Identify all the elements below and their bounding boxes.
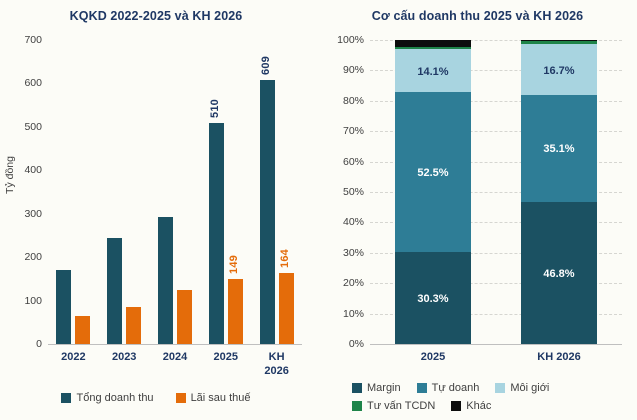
legend-label: Margin xyxy=(367,382,401,394)
stack-segment-margin xyxy=(521,201,597,344)
legend-label: Môi giới xyxy=(510,382,550,394)
segment-value-label: 14.1% xyxy=(417,65,449,78)
legend-swatch-tong-doanh-thu xyxy=(61,393,72,403)
segment-value-label: 30.3% xyxy=(417,292,449,305)
y-axis-tick-label: 0% xyxy=(348,338,364,350)
x-axis-tick-label: 2023 xyxy=(111,351,137,363)
revenue-structure-stacked-chart: Cơ cấu doanh thu 2025 và KH 2026 0% 10% 20… xyxy=(318,0,637,420)
stack-segment-tu-doanh xyxy=(395,92,471,252)
bar-lai-sau-thue xyxy=(126,306,142,344)
right-chart-plot-area: 0% 10% 20% 30% 40% 50% 60% 70% 80% 90% 100% 2025 30.… xyxy=(337,34,622,363)
x-axis-tick-label: 2022 xyxy=(61,351,86,363)
segment-value-label: 35.1% xyxy=(543,143,575,156)
legend-swatch-tu-van-tcdn xyxy=(352,401,362,411)
bar-tong-doanh-thu xyxy=(56,270,72,344)
y-axis-tick-label: 700 xyxy=(24,34,42,46)
y-axis-tick-label: 40% xyxy=(342,216,364,229)
kqkd-bar-chart: KQKD 2022-2025 và KH 2026 Tỷ đồng 0 100 20… xyxy=(0,0,312,420)
stack-segment-khac xyxy=(521,40,597,42)
y-axis-tick-label: 0 xyxy=(36,338,42,350)
segment-value-label: 52.5% xyxy=(417,167,449,180)
legend-item-tu-van-tcdn: Tư vấn TCDN xyxy=(352,400,435,412)
y-axis-tick-label: 500 xyxy=(24,120,42,133)
bar-value-label: 149 xyxy=(228,255,241,275)
x-axis-tick-label: 2025 xyxy=(213,351,239,363)
legend-label: Tổng doanh thu xyxy=(76,392,154,404)
gridline xyxy=(370,131,622,133)
legend-item-tu-doanh: Tự doanh xyxy=(416,382,480,394)
legend-item-moi-gioi: Môi giới xyxy=(495,382,549,394)
x-axis-tick-label: KH 2026 xyxy=(537,351,581,363)
bar-lai-sau-thue xyxy=(278,272,294,344)
gridline xyxy=(370,161,622,163)
y-axis-tick-label: 70% xyxy=(342,125,364,138)
x-axis-tick-label: KH 2026 xyxy=(264,351,289,377)
y-axis-tick-label: 80% xyxy=(342,94,364,107)
legend-item-tong-doanh-thu: Tổng doanh thu xyxy=(61,392,154,404)
stack-segment-moi-gioi xyxy=(521,44,597,96)
bar-lai-sau-thue xyxy=(227,279,243,344)
gridline xyxy=(370,222,622,224)
y-axis-tick-label: 90% xyxy=(342,64,364,77)
bar-value-label: 164 xyxy=(279,248,292,268)
y-axis-tick-label: 200 xyxy=(24,251,42,264)
stack-segment-tu-van-tcdn xyxy=(395,47,471,50)
y-axis-tick-label: 50% xyxy=(342,186,364,198)
x-axis-tick-label: 2025 xyxy=(420,351,446,363)
legend-swatch-khac xyxy=(451,401,462,411)
legend-swatch-lai-sau-thue xyxy=(175,393,186,403)
legend-swatch-moi-gioi xyxy=(495,383,506,393)
legend-label: Lãi sau thuế xyxy=(190,392,251,404)
bar-lai-sau-thue xyxy=(177,289,192,344)
legend-swatch-margin xyxy=(352,383,362,393)
bar-tong-doanh-thu xyxy=(107,238,123,344)
right-chart-title: Cơ cấu doanh thu 2025 và KH 2026 xyxy=(371,9,584,23)
stack-segment-moi-gioi xyxy=(395,49,471,93)
stack-segment-khac xyxy=(395,40,471,47)
y-axis-tick-label: 100% xyxy=(337,34,364,46)
left-chart-title: KQKD 2022-2025 và KH 2026 xyxy=(69,9,243,23)
y-axis-tick-label: 10% xyxy=(342,307,364,320)
y-axis-tick-label: 60% xyxy=(342,155,364,168)
gridline xyxy=(370,70,622,72)
legend-item-margin: Margin xyxy=(352,382,401,394)
bar-tong-doanh-thu xyxy=(259,79,275,344)
gridline xyxy=(370,283,622,285)
gridline xyxy=(370,100,622,102)
segment-value-label: 16.7% xyxy=(543,64,575,77)
gridline xyxy=(370,313,622,315)
x-axis-tick-label: 2024 xyxy=(162,351,188,363)
bar-lai-sau-thue xyxy=(75,315,91,344)
y-axis-tick-label: 300 xyxy=(24,207,42,220)
legend-item-lai-sau-thue: Lãi sau thuế xyxy=(175,392,251,404)
y-axis-tick-label: 20% xyxy=(342,277,364,290)
gridline xyxy=(370,192,622,193)
right-chart-legend: Margin Tự doanh Môi giới Tư vấn TCDN Khác xyxy=(352,382,637,412)
legend-label: Tư vấn TCDN xyxy=(367,400,436,412)
left-chart-plot-area: 0 100 200 300 400 500 600 700 2022 2023 2024 2025 51… xyxy=(24,34,302,377)
legend-label: Tự doanh xyxy=(431,382,480,394)
segment-value-label: 46.8% xyxy=(543,267,575,280)
y-axis-tick-label: 100 xyxy=(24,294,42,307)
bar-value-label: 609 xyxy=(260,55,273,75)
y-axis-tick-label: 30% xyxy=(342,246,364,259)
stack-segment-tu-doanh xyxy=(521,95,597,202)
gridline xyxy=(370,40,622,41)
y-axis-tick-label: 600 xyxy=(24,77,42,90)
legend-item-khac: Khác xyxy=(451,400,491,412)
stack-segment-tu-van-tcdn xyxy=(521,41,597,45)
legend-swatch-tu-doanh xyxy=(416,383,427,393)
stack-segment-margin xyxy=(395,251,471,344)
bar-tong-doanh-thu xyxy=(158,217,173,344)
gridline xyxy=(370,252,622,254)
legend-label: Khác xyxy=(466,400,492,412)
bar-tong-doanh-thu xyxy=(208,122,224,344)
left-chart-legend: Tổng doanh thu Lãi sau thuế xyxy=(0,392,312,404)
bar-value-label: 510 xyxy=(209,98,222,118)
y-axis-tick-label: 400 xyxy=(24,164,42,177)
